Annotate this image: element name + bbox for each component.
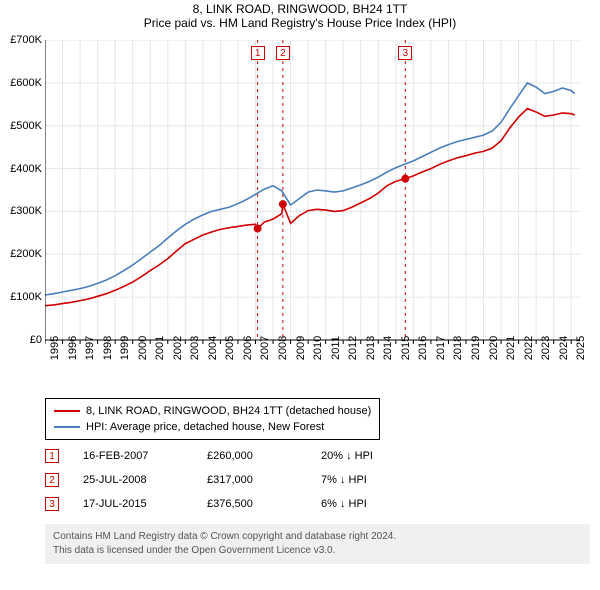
event-diff: 6% ↓ HPI (321, 498, 431, 510)
event-price: £317,000 (207, 474, 297, 486)
chart-container: 8, LINK ROAD, RINGWOOD, BH24 1TT Price p… (0, 0, 600, 590)
event-marker: 3 (45, 497, 59, 511)
chart-area (45, 40, 590, 350)
legend: 8, LINK ROAD, RINGWOOD, BH24 1TT (detach… (45, 398, 380, 440)
y-tick-label: £500K (0, 120, 42, 132)
footer-attribution: Contains HM Land Registry data © Crown c… (45, 524, 590, 564)
y-tick-label: £200K (0, 248, 42, 260)
legend-label: 8, LINK ROAD, RINGWOOD, BH24 1TT (detach… (86, 405, 371, 417)
x-tick-label: 1998 (102, 336, 114, 360)
sale-marker: 2 (276, 46, 290, 60)
x-tick-label: 2014 (382, 336, 394, 360)
title-address: 8, LINK ROAD, RINGWOOD, BH24 1TT (0, 2, 600, 16)
x-tick-label: 2011 (330, 336, 342, 360)
y-tick-label: £400K (0, 163, 42, 175)
events-table: 1 16-FEB-2007 £260,000 20% ↓ HPI 2 25-JUL-200… (45, 444, 431, 516)
x-tick-label: 2013 (365, 336, 377, 360)
x-tick-label: 2024 (558, 336, 570, 360)
x-tick-label: 2022 (523, 336, 535, 360)
footer-line1: Contains HM Land Registry data © Crown c… (53, 530, 582, 544)
legend-row: HPI: Average price, detached house, New … (54, 419, 371, 435)
event-row: 1 16-FEB-2007 £260,000 20% ↓ HPI (45, 444, 431, 468)
x-tick-label: 2004 (207, 336, 219, 360)
x-tick-label: 2003 (189, 336, 201, 360)
y-tick-label: £0 (0, 334, 42, 346)
footer-line2: This data is licensed under the Open Gov… (53, 544, 582, 558)
event-diff: 20% ↓ HPI (321, 450, 431, 462)
event-date: 25-JUL-2008 (83, 474, 183, 486)
x-tick-label: 2021 (505, 336, 517, 360)
x-tick-label: 2008 (277, 336, 289, 360)
x-tick-label: 1995 (49, 336, 61, 360)
x-tick-label: 2018 (452, 336, 464, 360)
x-tick-label: 1999 (119, 336, 131, 360)
x-tick-label: 2020 (488, 336, 500, 360)
event-marker: 1 (45, 449, 59, 463)
sale-marker: 1 (251, 46, 265, 60)
sale-marker: 3 (398, 46, 412, 60)
x-tick-label: 2007 (259, 336, 271, 360)
x-tick-label: 2002 (172, 336, 184, 360)
x-tick-label: 2005 (224, 336, 236, 360)
legend-label: HPI: Average price, detached house, New … (86, 421, 324, 433)
legend-swatch (54, 426, 80, 428)
x-tick-label: 2009 (295, 336, 307, 360)
legend-row: 8, LINK ROAD, RINGWOOD, BH24 1TT (detach… (54, 403, 371, 419)
event-date: 17-JUL-2015 (83, 498, 183, 510)
event-marker: 2 (45, 473, 59, 487)
x-tick-label: 2001 (154, 336, 166, 360)
event-date: 16-FEB-2007 (83, 450, 183, 462)
y-tick-label: £700K (0, 34, 42, 46)
x-tick-label: 2006 (242, 336, 254, 360)
x-tick-label: 2017 (435, 336, 447, 360)
x-tick-label: 2023 (540, 336, 552, 360)
y-tick-label: £100K (0, 291, 42, 303)
x-tick-label: 1997 (84, 336, 96, 360)
x-tick-label: 2012 (347, 336, 359, 360)
x-tick-label: 2010 (312, 336, 324, 360)
x-tick-label: 2019 (470, 336, 482, 360)
x-tick-label: 2016 (417, 336, 429, 360)
event-diff: 7% ↓ HPI (321, 474, 431, 486)
chart-svg (45, 40, 590, 350)
x-tick-label: 1996 (67, 336, 79, 360)
y-tick-label: £300K (0, 205, 42, 217)
event-price: £376,500 (207, 498, 297, 510)
event-row: 3 17-JUL-2015 £376,500 6% ↓ HPI (45, 492, 431, 516)
x-tick-label: 2025 (575, 336, 587, 360)
legend-swatch (54, 410, 80, 412)
title-block: 8, LINK ROAD, RINGWOOD, BH24 1TT Price p… (0, 0, 600, 30)
title-subtitle: Price paid vs. HM Land Registry's House … (0, 16, 600, 30)
x-tick-label: 2015 (400, 336, 412, 360)
event-price: £260,000 (207, 450, 297, 462)
y-tick-label: £600K (0, 77, 42, 89)
x-tick-label: 2000 (137, 336, 149, 360)
event-row: 2 25-JUL-2008 £317,000 7% ↓ HPI (45, 468, 431, 492)
